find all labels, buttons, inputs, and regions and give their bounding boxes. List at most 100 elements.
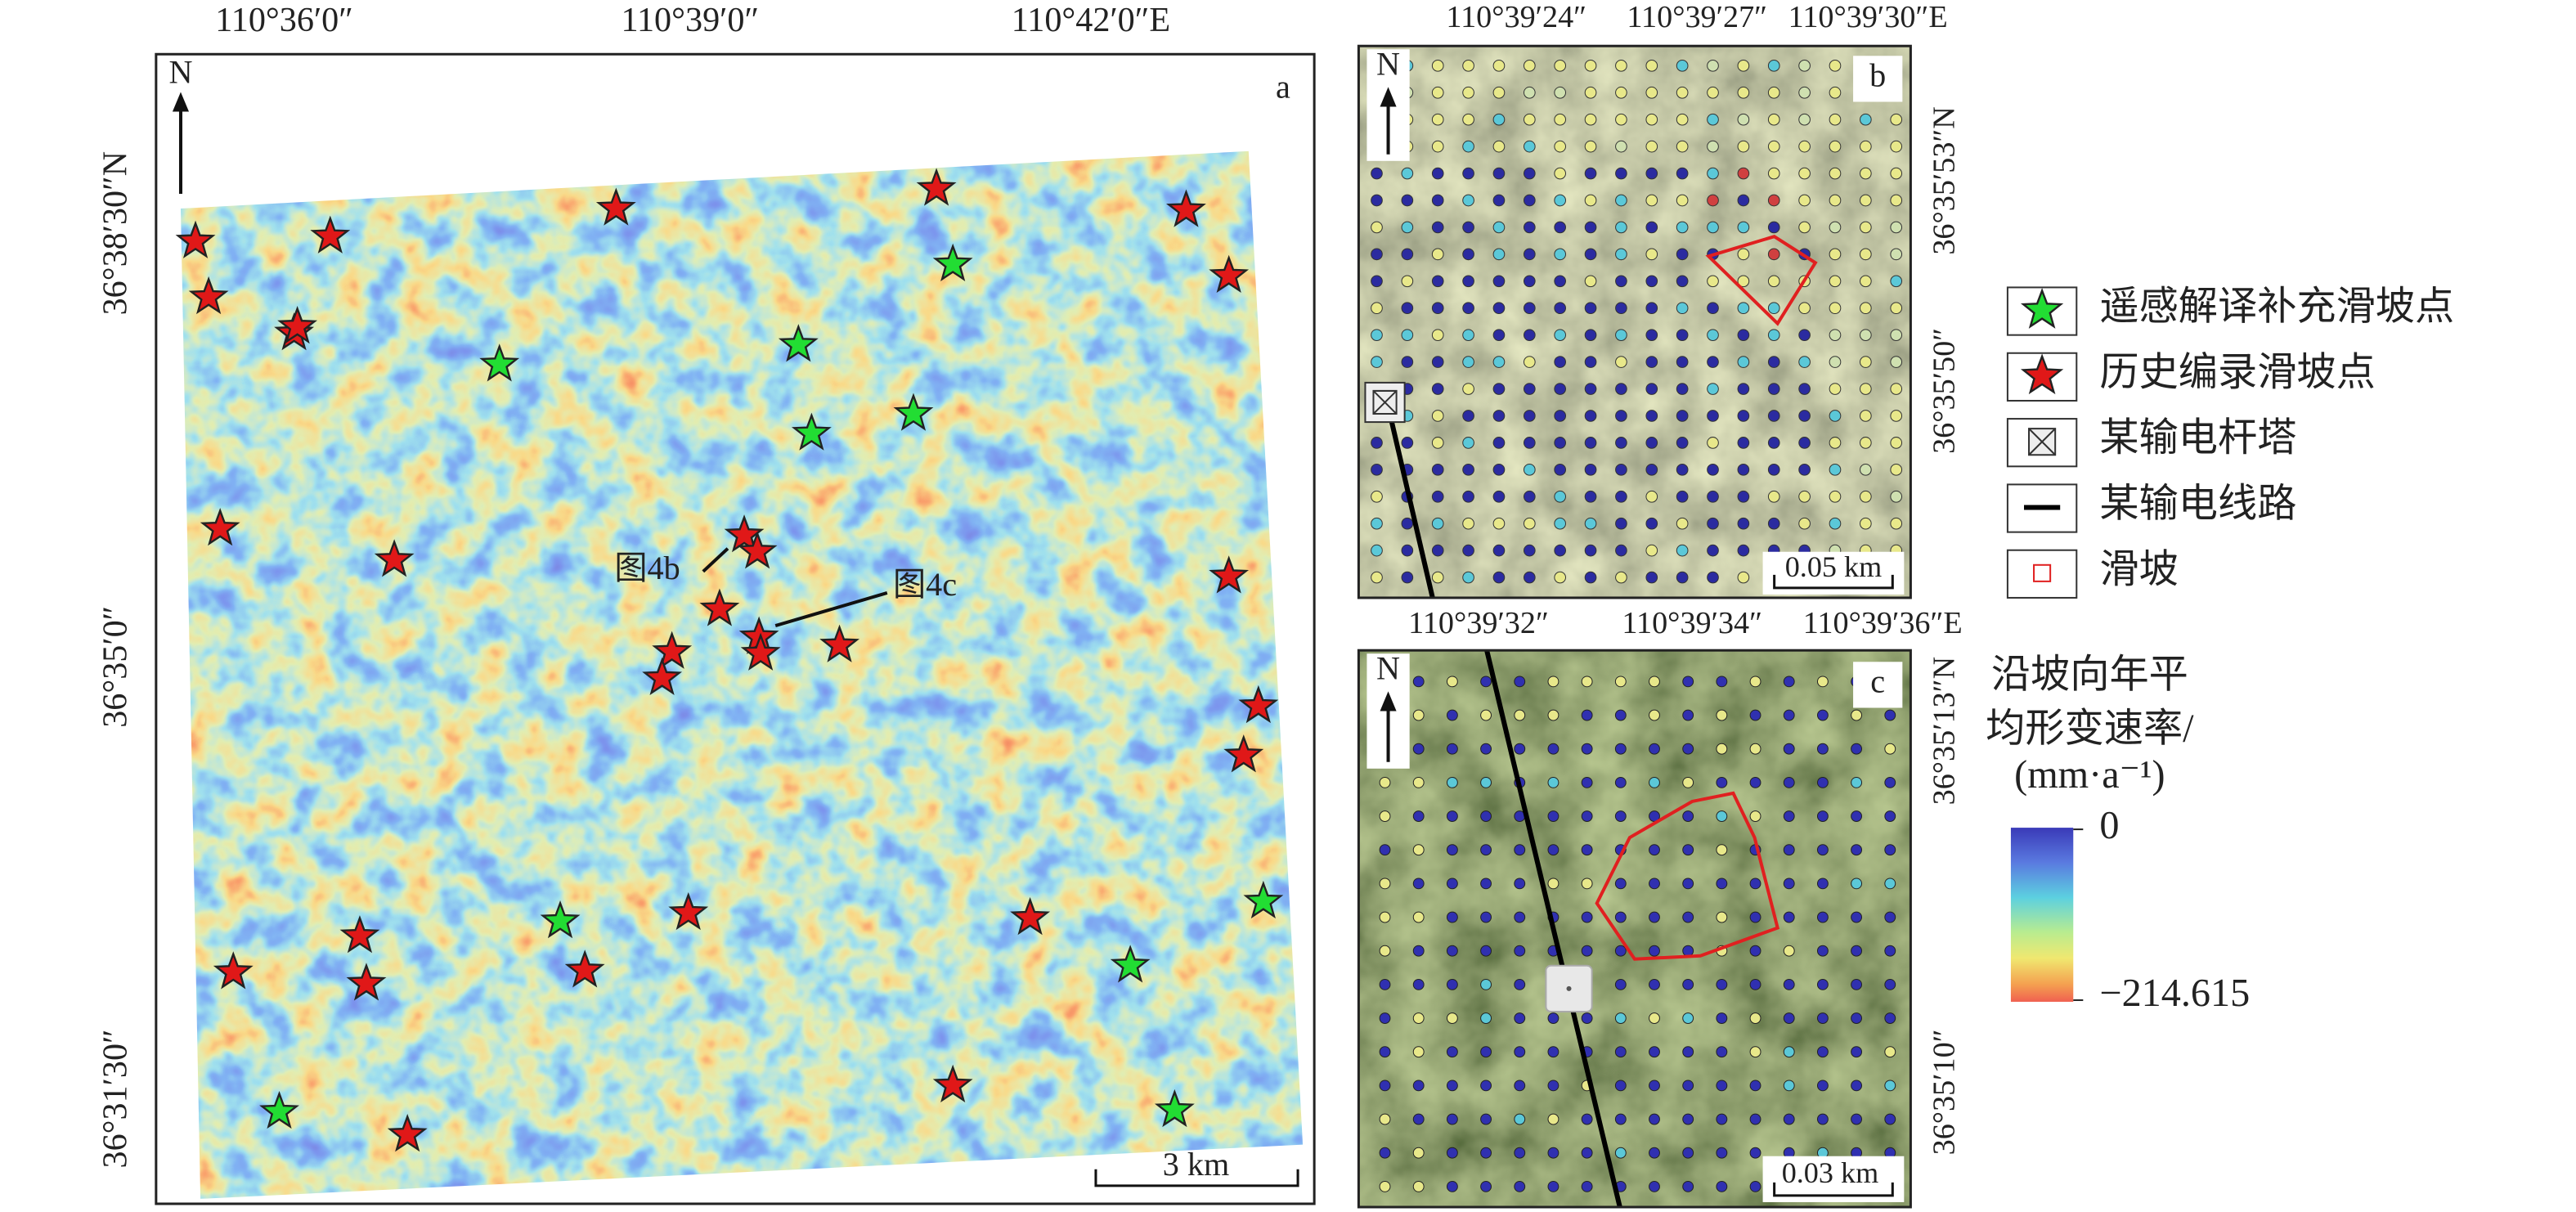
ps-point bbox=[1462, 329, 1474, 341]
ps-point bbox=[1547, 1113, 1560, 1125]
ps-point bbox=[1816, 1080, 1829, 1092]
ps-point bbox=[1682, 844, 1694, 856]
ps-point bbox=[1649, 1113, 1660, 1125]
terrain-image bbox=[1358, 650, 1911, 1207]
ps-point bbox=[1401, 275, 1414, 288]
ps-point bbox=[1462, 140, 1474, 153]
ps-point bbox=[1523, 59, 1536, 72]
ps-point bbox=[1412, 709, 1425, 721]
ps-point bbox=[1554, 383, 1567, 395]
landslide-star bbox=[740, 632, 781, 671]
ps-point bbox=[1716, 709, 1728, 721]
ps-point bbox=[1851, 810, 1863, 822]
ps-point bbox=[1431, 59, 1444, 72]
ps-point bbox=[1767, 383, 1780, 395]
ps-point bbox=[1492, 167, 1506, 180]
ps-point bbox=[1767, 221, 1780, 234]
ps-point bbox=[1716, 810, 1728, 822]
ps-point bbox=[1783, 978, 1795, 990]
ps-point bbox=[1829, 275, 1842, 288]
ps-point bbox=[1547, 743, 1560, 755]
ps-point bbox=[1716, 1113, 1728, 1125]
ps-point bbox=[1767, 302, 1780, 315]
ps-point bbox=[1462, 248, 1474, 261]
ps-point bbox=[1615, 571, 1627, 584]
landslide-star bbox=[893, 393, 934, 431]
ps-point bbox=[1412, 1012, 1425, 1024]
ps-point bbox=[1480, 911, 1492, 923]
ps-point bbox=[1462, 571, 1474, 584]
ps-point bbox=[1554, 410, 1567, 422]
ps-point bbox=[1462, 410, 1474, 422]
ps-point bbox=[1523, 194, 1536, 207]
ps-point bbox=[1614, 810, 1627, 822]
ps-point bbox=[1581, 743, 1593, 755]
ps-point bbox=[1649, 776, 1660, 788]
ps-point bbox=[1890, 490, 1903, 503]
ps-point bbox=[1584, 140, 1597, 153]
ps-point bbox=[1716, 676, 1728, 688]
ps-point bbox=[1676, 571, 1689, 584]
ps-point bbox=[1884, 1046, 1896, 1058]
ps-point bbox=[1614, 776, 1627, 788]
ps-point bbox=[1554, 571, 1567, 584]
ps-point bbox=[1816, 1012, 1829, 1024]
ps-point bbox=[1584, 571, 1597, 584]
colorbar-min: −214.615 bbox=[2099, 972, 2250, 1015]
ps-point bbox=[1798, 167, 1811, 180]
ps-point bbox=[1480, 844, 1492, 856]
ps-point bbox=[1554, 517, 1567, 530]
ps-point bbox=[1783, 945, 1795, 957]
annotation-arrow bbox=[774, 591, 888, 628]
ps-point bbox=[1716, 844, 1728, 856]
lon-label: 110°39′34″ bbox=[1622, 606, 1762, 640]
ps-point bbox=[1860, 221, 1872, 234]
ps-point bbox=[1798, 194, 1811, 207]
ps-point bbox=[1412, 911, 1425, 923]
ps-point bbox=[1860, 113, 1872, 126]
ps-point bbox=[1884, 878, 1896, 890]
ps-point bbox=[1851, 1012, 1863, 1024]
ps-point bbox=[1514, 945, 1526, 957]
ps-point bbox=[1492, 410, 1506, 422]
ps-point bbox=[1401, 356, 1414, 368]
ps-point bbox=[1816, 743, 1829, 755]
ps-point bbox=[1884, 743, 1896, 755]
ps-point bbox=[1480, 978, 1492, 990]
ps-point bbox=[1514, 1012, 1526, 1024]
ps-point bbox=[1851, 978, 1863, 990]
ps-point bbox=[1890, 248, 1903, 261]
ps-point bbox=[1676, 544, 1689, 557]
ps-point bbox=[1480, 1113, 1492, 1125]
ps-point bbox=[1676, 410, 1689, 422]
ps-point bbox=[1615, 248, 1627, 261]
legend-text: 某输电线路 bbox=[2099, 483, 2296, 526]
ps-point bbox=[1614, 878, 1627, 890]
ps-point bbox=[1816, 911, 1829, 923]
ps-point bbox=[1412, 945, 1425, 957]
ps-point bbox=[1523, 383, 1536, 395]
ps-point bbox=[1554, 86, 1567, 99]
ps-point bbox=[1371, 167, 1383, 180]
scale-bar bbox=[1094, 1169, 1299, 1187]
ps-point bbox=[1816, 945, 1829, 957]
ps-point bbox=[1371, 329, 1383, 341]
ps-point bbox=[1860, 383, 1872, 395]
ps-point bbox=[1614, 1147, 1627, 1159]
ps-point bbox=[1523, 410, 1536, 422]
ps-point bbox=[1581, 1147, 1593, 1159]
landslide-star bbox=[778, 324, 819, 362]
ps-point bbox=[1645, 517, 1658, 530]
ps-point bbox=[1707, 302, 1719, 315]
landslide-star bbox=[175, 220, 216, 258]
ps-point bbox=[1523, 86, 1536, 99]
ps-point bbox=[1480, 810, 1492, 822]
ps-point bbox=[1412, 1080, 1425, 1092]
ps-point bbox=[1829, 383, 1842, 395]
ps-point bbox=[1446, 676, 1458, 688]
ps-point bbox=[1492, 221, 1506, 234]
landslide-star bbox=[668, 891, 709, 931]
ps-point bbox=[1783, 844, 1795, 856]
ps-point bbox=[1554, 194, 1567, 207]
ps-point bbox=[1682, 1012, 1694, 1024]
